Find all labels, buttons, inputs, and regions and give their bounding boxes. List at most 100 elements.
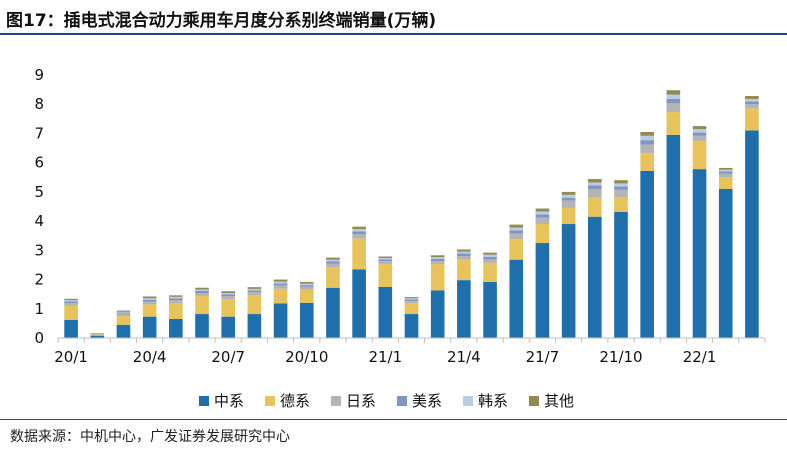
- x-tick-label: 22/1: [683, 348, 717, 366]
- bar-segment: [404, 314, 419, 338]
- bar-segment: [457, 259, 471, 281]
- x-axis: 20/1 20/4 20/7 20/10 21/1 21/4 21/7 21/10 22/1: [54, 337, 766, 366]
- bar-segment: [90, 335, 105, 338]
- bar-segment: [561, 224, 576, 338]
- bar-segment: [116, 311, 131, 313]
- stacked-bar-chart: 0 1 2 3 4 5 6 7 8 9 20/1 20/4 20/7 20/10 21/1 21/4 21/7…: [34, 66, 766, 366]
- bar-segment: [535, 217, 550, 225]
- bar-segment: [535, 214, 550, 218]
- x-tick-label: 20/10: [285, 348, 328, 366]
- y-tick-label: 8: [34, 95, 44, 113]
- bar-segment: [457, 256, 471, 260]
- bar-segment: [745, 98, 759, 102]
- y-tick-label: 5: [34, 183, 44, 201]
- bar-segment: [273, 303, 288, 338]
- bar-segment: [116, 312, 131, 314]
- y-tick-label: 0: [34, 329, 44, 347]
- bar-segment: [142, 304, 157, 317]
- bar-segment: [352, 229, 366, 232]
- bar-segment: [640, 153, 654, 171]
- bar-segment: [273, 281, 288, 284]
- bar-segment: [587, 185, 602, 189]
- y-tick-label: 4: [34, 212, 44, 230]
- bar-segment: [221, 296, 236, 300]
- bar-segment: [483, 256, 497, 260]
- bar-segment: [142, 316, 157, 338]
- bar-segment: [221, 292, 236, 295]
- bar-segment: [64, 319, 78, 338]
- bar-segment: [116, 316, 131, 325]
- bar-segment: [430, 257, 445, 259]
- x-tick-label: 20/7: [211, 348, 245, 366]
- y-tick-label: 9: [34, 66, 44, 84]
- bar-segment: [299, 281, 314, 284]
- bar-segment: [509, 230, 524, 234]
- bar-segment: [116, 313, 131, 317]
- bar-segment: [535, 211, 550, 215]
- bar-segment: [666, 103, 681, 113]
- bar-segment: [299, 286, 314, 290]
- legend-label: 美系: [412, 392, 442, 410]
- bar-segment: [195, 314, 209, 338]
- bar-segment: [692, 169, 707, 338]
- bar-segment: [614, 180, 628, 184]
- bar-segment: [404, 300, 419, 303]
- x-tick-label: 21/7: [526, 348, 560, 366]
- bar-segment: [535, 224, 550, 244]
- y-tick-label: 6: [34, 154, 44, 172]
- x-tick-label: 20/1: [54, 348, 88, 366]
- legend: 中系 德系 日系 美系 韩系 其他: [199, 392, 574, 410]
- bar-segment: [142, 296, 157, 299]
- bar-segment: [404, 297, 419, 299]
- bar-segment: [745, 130, 759, 338]
- bar-segment: [509, 259, 524, 338]
- bar-segment: [247, 295, 262, 315]
- bar-segment: [142, 301, 157, 305]
- bar-segment: [247, 290, 262, 293]
- legend-swatch: [265, 396, 275, 406]
- bar-segment: [221, 299, 236, 317]
- bar-segment: [299, 289, 314, 303]
- bar-segment: [640, 144, 654, 154]
- bar-segment: [378, 286, 393, 338]
- bar-segment: [195, 295, 209, 315]
- bar-segment: [90, 334, 105, 336]
- bar-segment: [640, 170, 654, 338]
- bar-segment: [483, 259, 497, 263]
- bar-segment: [378, 261, 393, 265]
- bar-segment: [116, 310, 131, 312]
- bar-segment: [64, 298, 78, 301]
- bar-segment: [718, 173, 733, 178]
- bar-segment: [718, 188, 733, 338]
- bar-segment: [509, 239, 524, 260]
- bar-segment: [169, 295, 183, 297]
- bar-segment: [299, 285, 314, 287]
- bar-segment: [247, 288, 262, 291]
- bar-segment: [587, 182, 602, 186]
- bar-segment: [666, 94, 681, 99]
- bar-segment: [483, 262, 497, 282]
- bar-segment: [745, 96, 759, 99]
- bar-segment: [587, 179, 602, 183]
- bar-segment: [614, 189, 628, 198]
- x-tick-label: 21/10: [599, 348, 642, 366]
- bar-segment: [614, 183, 628, 187]
- bar-segment: [457, 251, 471, 254]
- source-note: 数据来源：中机中心，广发证券发展研究中心: [10, 429, 290, 445]
- bar-segment: [509, 227, 524, 231]
- y-axis-ticks: 0 1 2 3 4 5 6 7 8 9: [34, 66, 44, 347]
- bar-segment: [614, 197, 628, 212]
- bar-segment: [326, 287, 340, 338]
- bar-segment: [692, 132, 707, 136]
- bar-segment: [509, 224, 524, 228]
- bar-segment: [352, 269, 366, 338]
- chart-title: 图17：插电式混合动力乘用车月度分系别终端销量(万辆): [6, 11, 437, 31]
- bar-segment: [221, 316, 236, 338]
- legend-label: 中系: [214, 392, 244, 410]
- bar-segment: [221, 291, 236, 293]
- bar-segment: [169, 300, 183, 303]
- bar-segment: [273, 283, 288, 286]
- bar-segment: [273, 285, 288, 289]
- bar-segment: [404, 302, 419, 315]
- bar-segment: [692, 126, 707, 130]
